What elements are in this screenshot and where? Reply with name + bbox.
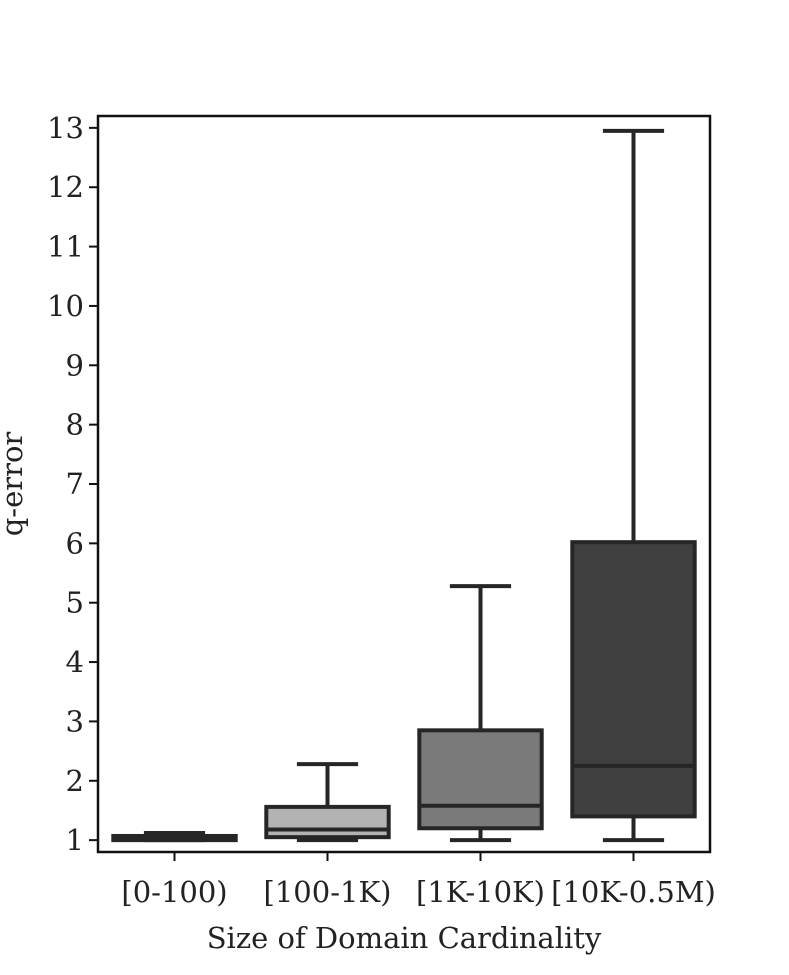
box-group (417, 584, 544, 843)
y-tick-label: 6 (66, 526, 84, 560)
x-tick-label: [10K-0.5M) (551, 875, 716, 909)
y-tick-label: 3 (66, 704, 84, 738)
y-tick-label: 13 (47, 111, 84, 145)
y-axis-label: q-error (0, 432, 29, 537)
box-group (570, 128, 697, 843)
y-tick-label: 7 (66, 467, 84, 501)
y-tick-label: 11 (47, 230, 84, 264)
y-tick-label: 4 (66, 645, 84, 679)
x-tick-label: [0-100) (121, 875, 227, 909)
box-group (264, 762, 391, 843)
box (417, 728, 544, 831)
y-tick-label: 8 (66, 408, 84, 442)
box (264, 804, 391, 840)
x-axis: [0-100) [100-1K) [1K-10K) [10K-0.5M) (121, 852, 716, 909)
y-tick-label: 5 (66, 586, 84, 620)
boxes-layer (111, 128, 697, 843)
y-tick-label: 10 (47, 289, 84, 323)
y-tick-label: 1 (66, 823, 84, 857)
box-group (111, 831, 238, 843)
box (570, 540, 697, 819)
x-tick-label: [1K-10K) (416, 875, 545, 909)
x-axis-label: Size of Domain Cardinality (207, 921, 602, 955)
y-tick-label: 12 (47, 170, 84, 204)
x-tick-label: [100-1K) (264, 875, 392, 909)
y-tick-label: 9 (66, 348, 84, 382)
y-tick-label: 2 (66, 764, 84, 798)
